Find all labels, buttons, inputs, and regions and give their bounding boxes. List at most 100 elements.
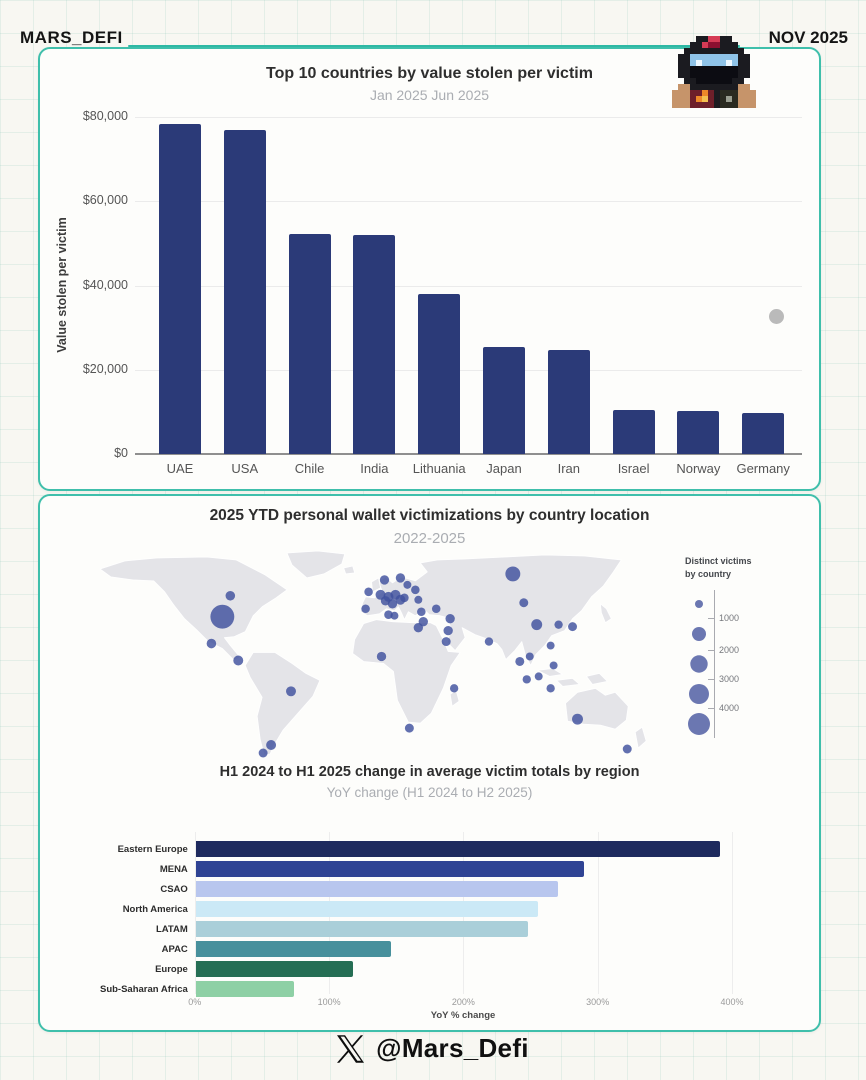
- bar-germany: [742, 412, 785, 454]
- map-and-region-chart-card: 2025 YTD personal wallet victimizations …: [38, 494, 821, 1032]
- legend-title-line2: by country: [685, 569, 732, 579]
- region-chart-plot: 0% 100% 200% 300% 400% Eastern Europe MENA CSAO…: [40, 496, 819, 1030]
- y-tick-label: $60,000: [82, 193, 128, 208]
- legend-bubble: [695, 600, 703, 608]
- region-label: MENA: [159, 864, 188, 875]
- country-bubble: [404, 723, 414, 733]
- gray-dot: [769, 309, 784, 324]
- chart-title: Top 10 countries by value stolen per vic…: [266, 65, 593, 82]
- date-label: NOV 2025: [768, 28, 848, 47]
- legend-tick-dash: [708, 708, 715, 709]
- x-axis-line: [135, 453, 802, 455]
- bar-norway: [677, 411, 720, 454]
- country-bubble: [549, 661, 558, 670]
- x-category-label: UAE: [166, 461, 194, 476]
- x-category-label: Japan: [486, 461, 522, 476]
- country-bubble: [525, 652, 534, 661]
- country-bubble: [622, 744, 632, 754]
- legend-title-line1: Distinct victims: [685, 556, 752, 566]
- country-bubble: [384, 610, 393, 619]
- country-bubble: [534, 672, 543, 681]
- country-bubble: [210, 604, 235, 629]
- country-bubble: [522, 675, 531, 684]
- region-label: LATAM: [155, 924, 188, 935]
- country-bubble: [395, 573, 406, 583]
- x-category-label: Israel: [617, 461, 650, 476]
- social-handle: @Mars_Defi: [376, 1033, 529, 1063]
- country-bubble: [505, 566, 521, 582]
- region-label: Sub-Saharan Africa: [99, 984, 188, 995]
- country-bubble: [258, 748, 268, 758]
- country-bubble: [445, 614, 455, 624]
- footer: @Mars_Defi: [0, 1033, 866, 1064]
- x-category-label: Iran: [557, 461, 580, 476]
- region-label: Europe: [155, 964, 188, 975]
- bar-north-america: [195, 901, 539, 917]
- country-bubble: [546, 684, 555, 693]
- country-bubble: [206, 638, 217, 649]
- gridline: [135, 201, 802, 203]
- x-logo-icon: [337, 1034, 365, 1063]
- country-bubble: [411, 585, 420, 595]
- country-bubble: [364, 587, 373, 597]
- region-chart-title: H1 2024 to H1 2025 change in average vic…: [219, 764, 640, 780]
- bar-latam: [195, 921, 528, 937]
- country-bubble: [413, 622, 424, 633]
- country-bubble: [266, 740, 277, 751]
- bar-chart-card: Top 10 countries by value stolen per vic…: [38, 47, 821, 491]
- country-bubble: [554, 620, 563, 629]
- bar-eastern-europe: [195, 841, 720, 857]
- legend-tick-label: 3000: [719, 674, 740, 684]
- map-legend: Distinct victims by country 1000 2000 3000…: [670, 554, 815, 744]
- bar-israel: [612, 409, 655, 454]
- country-bubble: [417, 607, 426, 617]
- bar-chart-plot: $0 $20,000 $40,000 $60,000 $80,000 UAE USA Chil…: [40, 49, 819, 489]
- header-divider-line: [128, 45, 740, 47]
- legend-tick-label: 2000: [719, 645, 740, 655]
- x-category-label: Norway: [676, 461, 721, 476]
- v-gridline: [732, 832, 733, 994]
- v-gridline: [597, 832, 599, 994]
- x-category-label: Germany: [736, 461, 790, 476]
- country-bubble: [568, 622, 578, 632]
- region-label: CSAO: [160, 884, 188, 895]
- bar-europe: [195, 961, 353, 977]
- x-axis-title: YoY % change: [430, 1010, 496, 1021]
- country-bubble: [443, 625, 453, 636]
- bar-usa: [223, 129, 266, 454]
- chart-subtitle: Jan 2025 Jun 2025: [369, 87, 490, 103]
- country-bubble: [449, 684, 459, 693]
- country-bubble: [376, 651, 387, 662]
- country-bubble: [233, 655, 244, 666]
- country-bubble: [361, 604, 370, 614]
- bubble-layer: [206, 566, 632, 758]
- country-bubble: [400, 593, 409, 603]
- x-tick-label: 100%: [317, 997, 341, 1007]
- region-chart-subtitle: YoY change (H1 2024 to H2 2025): [326, 785, 533, 800]
- y-tick-label: $20,000: [82, 361, 128, 376]
- legend-bubble: [688, 713, 710, 735]
- map-subtitle: 2022-2025: [393, 530, 466, 547]
- legend-tick-label: 4000: [719, 703, 740, 713]
- country-bubble: [225, 591, 236, 601]
- country-bubble: [519, 598, 529, 608]
- v-gridline: [194, 832, 196, 994]
- country-bubble: [387, 599, 398, 609]
- x-category-label: Lithuania: [412, 461, 466, 476]
- country-bubble: [484, 637, 494, 646]
- bar-india: [353, 234, 396, 454]
- legend-bubble: [690, 655, 708, 673]
- country-bubble: [546, 641, 555, 650]
- x-tick-label: 0%: [188, 997, 202, 1007]
- country-bubble: [379, 575, 390, 585]
- country-bubble: [515, 656, 525, 666]
- brand-title: MARS_DEFI: [20, 28, 123, 47]
- bar-iran: [547, 349, 590, 454]
- bar-lithuania: [418, 293, 461, 454]
- country-bubble: [572, 713, 583, 725]
- x-tick-label: 400%: [720, 997, 744, 1007]
- legend-axis: [714, 590, 715, 738]
- legend-tick-dash: [708, 679, 715, 680]
- country-bubble: [390, 611, 399, 620]
- legend-tick-dash: [708, 618, 715, 619]
